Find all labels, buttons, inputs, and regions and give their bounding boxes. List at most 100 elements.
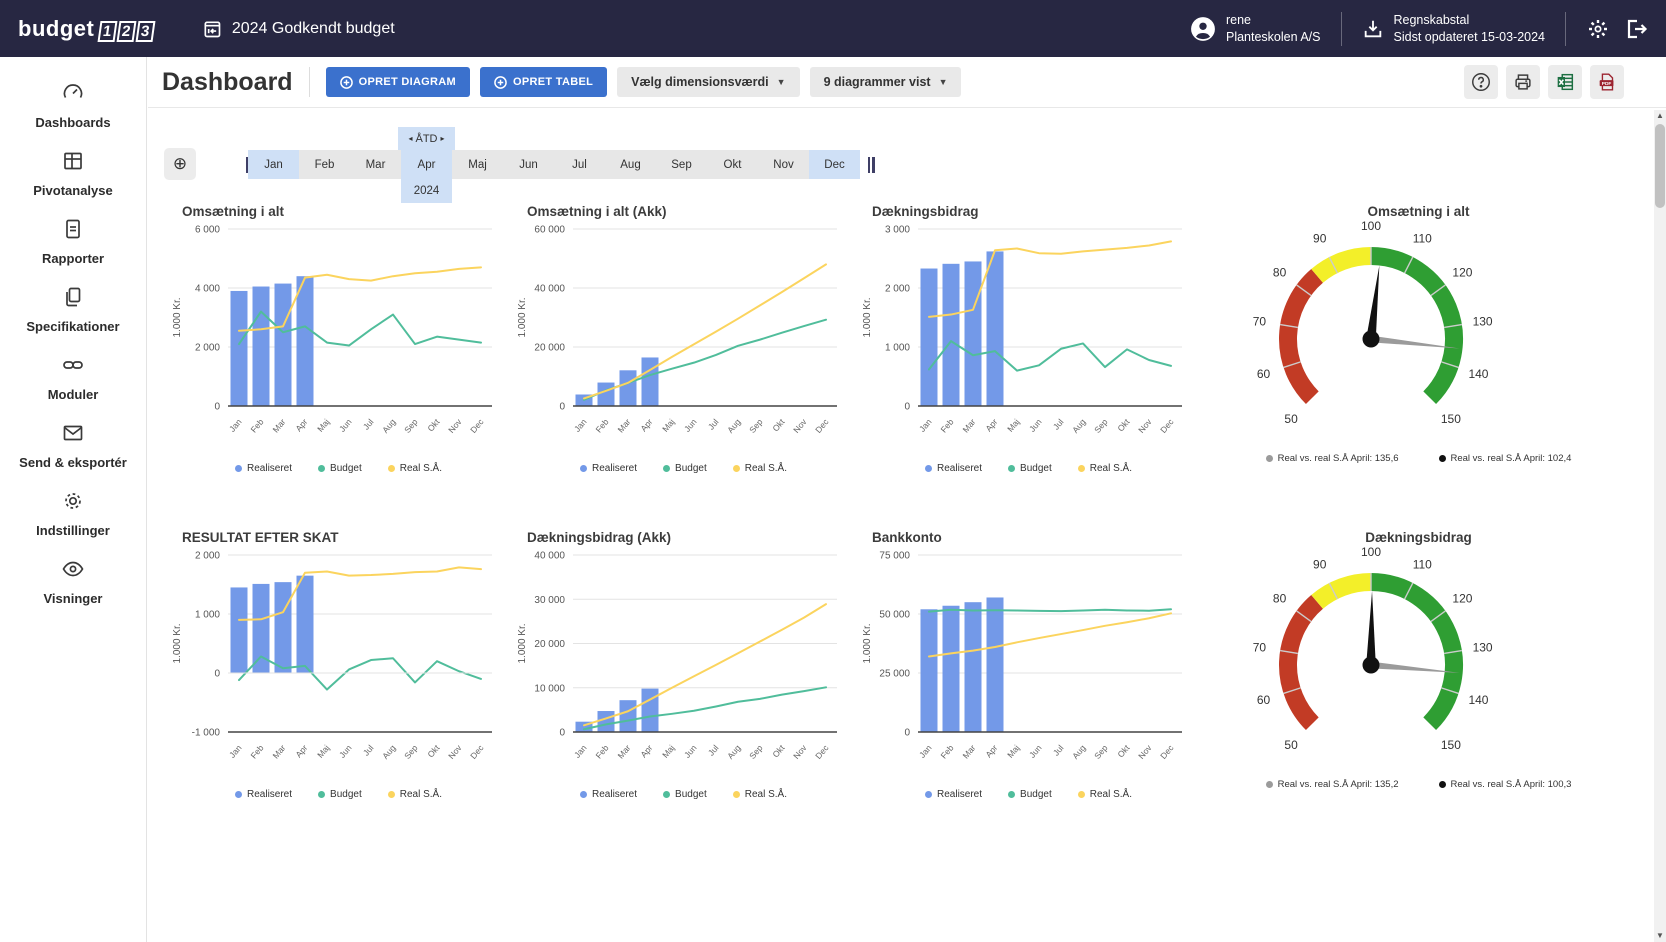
legend-item[interactable]: Budget xyxy=(663,789,707,800)
legend-item[interactable]: Realiseret xyxy=(925,463,982,474)
legend-item[interactable]: Real vs. real S.Å April: 135,2 xyxy=(1265,779,1399,790)
scroll-thumb[interactable] xyxy=(1655,124,1665,208)
chart-legend: Real vs. real S.Å April: 135,6 Real vs. r… xyxy=(1201,453,1636,464)
sidebar-item-specifikationer[interactable]: Specifikationer xyxy=(0,275,146,343)
sidebar-item-dashboards[interactable]: Dashboards xyxy=(0,71,146,139)
chart-card-6[interactable]: Bankkonto 0 25 000 50 000 75 000 1.000 Kr. Jan… xyxy=(856,530,1201,800)
svg-text:130: 130 xyxy=(1473,314,1493,328)
user-menu[interactable]: rene Planteskolen A/S xyxy=(1190,12,1321,46)
help-button[interactable] xyxy=(1464,65,1498,99)
month-cell-mar[interactable]: Mar xyxy=(350,150,401,179)
prev-arrow-icon[interactable]: ◂ xyxy=(408,134,413,143)
add-period-button[interactable]: ⊕ xyxy=(164,148,196,180)
legend-item[interactable]: Realiseret xyxy=(235,463,292,474)
legend-item[interactable]: Budget xyxy=(663,463,707,474)
chart-card-2[interactable]: Dækningsbidrag 0 1 000 2 000 3 000 1.000 Kr. J… xyxy=(856,204,1201,474)
chart-title: Omsætning i alt (Akk) xyxy=(527,204,667,219)
range-handle-right[interactable] xyxy=(866,150,876,179)
svg-text:90: 90 xyxy=(1313,231,1327,245)
topbar-separator xyxy=(1340,11,1342,46)
legend-item[interactable]: Budget xyxy=(1008,463,1052,474)
gauge-svg: 50 60 70 80 90 100 110 120 130 140 150 xyxy=(1253,545,1493,752)
legend-label: Budget xyxy=(675,463,707,474)
chart-title: RESULTAT EFTER SKAT xyxy=(182,530,339,545)
legend-item[interactable]: Real vs. real S.Å April: 135,6 xyxy=(1265,453,1399,464)
svg-text:Apr: Apr xyxy=(293,417,309,434)
export-excel-button[interactable] xyxy=(1548,65,1582,99)
month-cell-jun[interactable]: Jun xyxy=(503,150,554,179)
month-cell-apr[interactable]: Apr ◂ ÅTD ▸ 2024 xyxy=(398,127,455,203)
month-cell-aug[interactable]: Aug xyxy=(605,150,656,179)
svg-text:Dec: Dec xyxy=(813,416,831,435)
legend-item[interactable]: Budget xyxy=(318,463,362,474)
logout-icon-button[interactable] xyxy=(1624,17,1648,41)
legend-item[interactable]: Realiseret xyxy=(580,463,637,474)
sidebar-item-rapporter[interactable]: Rapporter xyxy=(0,207,146,275)
svg-text:Apr: Apr xyxy=(638,743,654,760)
legend-item[interactable]: Real S.Å. xyxy=(1077,463,1132,474)
svg-text:4 000: 4 000 xyxy=(195,284,220,295)
legend-item[interactable]: Real S.Å. xyxy=(732,463,787,474)
sidebar-item-indstillinger[interactable]: Indstillinger xyxy=(0,479,146,547)
legend-item[interactable]: Budget xyxy=(318,789,362,800)
settings-gear-button[interactable] xyxy=(1586,17,1610,41)
legend-dot-icon xyxy=(318,791,326,798)
svg-text:Jan: Jan xyxy=(917,417,934,434)
chart-card-7[interactable]: Dækningsbidrag 50 60 70 80 90 100 110 120 130 140 1… xyxy=(1201,530,1636,800)
month-cell-dec[interactable]: Dec xyxy=(809,150,860,179)
scroll-down-arrow[interactable]: ▼ xyxy=(1656,931,1664,940)
svg-text:Jun: Jun xyxy=(337,743,354,760)
svg-text:70: 70 xyxy=(1253,314,1267,328)
accounting-data-status[interactable]: Regnskabstal Sidst opdateret 15-03-2024 xyxy=(1362,12,1545,46)
month-cell-feb[interactable]: Feb xyxy=(299,150,350,179)
next-arrow-icon[interactable]: ▸ xyxy=(440,134,445,143)
dimension-value-dropdown[interactable]: Vælg dimensionsværdi ▼ xyxy=(617,67,800,97)
month-cell-maj[interactable]: Maj xyxy=(452,150,503,179)
sidebar-item-send-eksporter[interactable]: Send & eksportér xyxy=(0,411,146,479)
month-cell-okt[interactable]: Okt xyxy=(707,150,758,179)
chart-svg: -1 000 0 1 000 2 000 1.000 Kr. Jan Feb Mar Apr Ma… xyxy=(172,551,492,761)
svg-text:0: 0 xyxy=(214,669,220,680)
main-content: Dashboard OPRET DIAGRAM OPRET TABEL Vælg… xyxy=(148,57,1666,942)
ytd-popup[interactable]: ◂ ÅTD ▸ xyxy=(398,127,455,150)
chart-card-4[interactable]: RESULTAT EFTER SKAT -1 000 0 1 000 2 000 1.00… xyxy=(166,530,511,800)
svg-text:Jul: Jul xyxy=(706,743,721,758)
sidebar-item-moduler[interactable]: Moduler xyxy=(0,343,146,411)
month-cell-jul[interactable]: Jul xyxy=(554,150,605,179)
svg-text:Maj: Maj xyxy=(660,743,677,760)
scroll-up-arrow[interactable]: ▲ xyxy=(1656,111,1664,120)
month-cell-sep[interactable]: Sep xyxy=(656,150,707,179)
legend-item[interactable]: Real vs. real S.Å April: 102,4 xyxy=(1438,453,1571,464)
legend-item[interactable]: Realiseret xyxy=(235,789,292,800)
create-chart-button[interactable]: OPRET DIAGRAM xyxy=(325,67,470,97)
chart-card-0[interactable]: Omsætning i alt 0 2 000 4 000 6 000 1.000 Kr.… xyxy=(166,204,511,474)
chart-card-3[interactable]: Omsætning i alt 50 60 70 80 90 100 110 120 130 140… xyxy=(1201,204,1636,474)
chart-card-1[interactable]: Omsætning i alt (Akk) 0 20 000 40 000 60 000… xyxy=(511,204,856,474)
toolbar: Dashboard OPRET DIAGRAM OPRET TABEL Vælg… xyxy=(148,57,1666,108)
legend-item[interactable]: Budget xyxy=(1008,789,1052,800)
legend-item[interactable]: Real S.Å. xyxy=(732,789,787,800)
create-table-button[interactable]: OPRET TABEL xyxy=(480,67,608,97)
legend-item[interactable]: Realiseret xyxy=(925,789,982,800)
month-cell-jan[interactable]: Jan xyxy=(248,150,299,179)
sidebar-item-visninger[interactable]: Visninger xyxy=(0,547,146,615)
legend-item[interactable]: Real S.Å. xyxy=(387,463,442,474)
legend-item[interactable]: Real S.Å. xyxy=(1077,789,1132,800)
chart-card-5[interactable]: Dækningsbidrag (Akk) 0 10 000 20 000 30 000 4… xyxy=(511,530,856,800)
legend-item[interactable]: Real S.Å. xyxy=(387,789,442,800)
svg-text:Jun: Jun xyxy=(337,417,354,434)
sidebar-item-pivotanalyse[interactable]: Pivotanalyse xyxy=(0,139,146,207)
print-button[interactable] xyxy=(1506,65,1540,99)
period-selector: ⊕ Jan Feb Mar Apr ◂ ÅTD ▸ 2024 Maj Jun Jul Aug Sep Ok… xyxy=(148,108,1666,204)
legend-item[interactable]: Real vs. real S.Å April: 100,3 xyxy=(1438,779,1571,790)
charts-shown-dropdown[interactable]: 9 diagrammer vist ▼ xyxy=(809,67,962,97)
vertical-scrollbar[interactable]: ▲ ▼ xyxy=(1654,110,1666,942)
year-popup[interactable]: 2024 xyxy=(401,179,452,203)
export-pdf-button[interactable]: PDF xyxy=(1590,65,1624,99)
month-cell-nov[interactable]: Nov xyxy=(758,150,809,179)
svg-text:40 000: 40 000 xyxy=(534,551,565,562)
chart-title: Omsætning i alt xyxy=(1367,204,1470,219)
legend-item[interactable]: Realiseret xyxy=(580,789,637,800)
svg-text:1.000 Kr.: 1.000 Kr. xyxy=(862,623,873,663)
